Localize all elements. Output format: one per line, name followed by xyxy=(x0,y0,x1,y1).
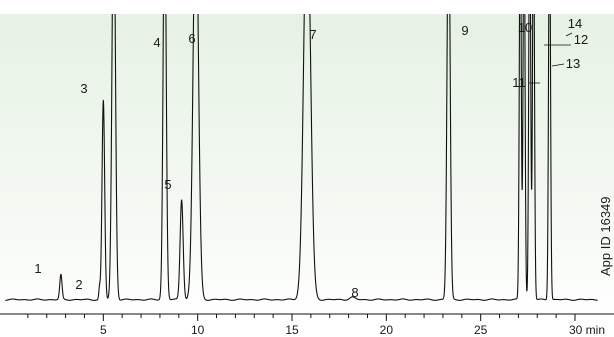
peak-label-9: 9 xyxy=(461,23,468,38)
leader-14 xyxy=(565,32,573,37)
x-tick-label: 30 min xyxy=(569,323,605,337)
peak-label-12: 12 xyxy=(574,32,588,47)
peak-label-4: 4 xyxy=(153,35,160,50)
peak-label-7: 7 xyxy=(309,27,316,42)
x-tick-label: 20 xyxy=(380,323,394,337)
peak-label-2: 2 xyxy=(75,277,82,292)
x-ticks: 5 10 15 20 25 30 min xyxy=(27,314,605,337)
leader-13 xyxy=(551,63,565,67)
peak-label-13: 13 xyxy=(566,56,580,71)
peak-label-11: 11 xyxy=(512,75,526,90)
peak-label-8: 8 xyxy=(351,285,358,300)
peak-label-10: 10 xyxy=(518,20,532,35)
x-tick-label: 10 xyxy=(191,323,205,337)
peak-label-1: 1 xyxy=(34,261,41,276)
x-tick-label: 5 xyxy=(100,323,107,337)
x-tick-label: 15 xyxy=(285,323,299,337)
x-tick-label: 25 xyxy=(474,323,488,337)
peak-label-5: 5 xyxy=(164,177,171,192)
app-id-annotation: App ID 16349 xyxy=(598,196,613,276)
peak-label-14: 14 xyxy=(568,16,582,31)
trace-group xyxy=(5,14,598,301)
chromatogram-trace xyxy=(5,14,598,301)
peak-label-6: 6 xyxy=(188,31,195,46)
peak-label-3: 3 xyxy=(80,81,87,96)
